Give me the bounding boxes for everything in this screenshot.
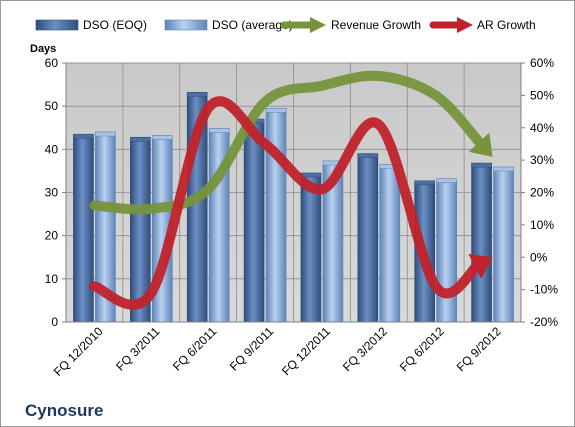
y-left-tick-label: 0 — [51, 315, 58, 329]
y-right-tick-label: 60% — [530, 56, 554, 70]
y-right-tick-label: 10% — [530, 218, 554, 232]
legend-label-dso-average: DSO (average) — [212, 18, 293, 32]
bar-top-dso-average — [436, 178, 457, 183]
bar-dso-average — [493, 166, 514, 323]
x-tick-label: FQ 12/2011 — [279, 324, 333, 378]
bar-top-dso-average — [208, 128, 230, 133]
bar-dso-eoq — [300, 172, 322, 323]
bar-top-dso-average — [152, 135, 173, 140]
y-left-axis-title: Days — [30, 43, 56, 55]
y-left-tick-label: 10 — [45, 272, 59, 286]
bar-dso-average — [379, 164, 401, 323]
y-right-tick-label: -20% — [530, 315, 558, 329]
arrowhead-ar-growth — [468, 253, 493, 279]
x-tick-label: FQ 3/2011 — [113, 324, 163, 374]
bar-dso-eoq — [357, 153, 379, 323]
y-left-tick-label: 60 — [45, 56, 59, 70]
legend-item-dso-average: DSO (average) — [164, 18, 293, 32]
bar-dso-eoq — [73, 133, 94, 323]
bar-top-dso-eoq — [130, 136, 151, 142]
bar-top-dso-eoq — [471, 162, 492, 168]
bar-top-dso-eoq — [73, 133, 94, 139]
bar-dso-eoq — [243, 118, 265, 323]
legend-item-revenue-growth: Revenue Growth — [280, 17, 421, 33]
y-left-tick-label: 30 — [45, 186, 59, 200]
legend-swatch-dso-average — [164, 19, 208, 31]
line-revenue-growth — [89, 70, 487, 215]
x-tick-label: FQ 3/2012 — [340, 324, 390, 374]
y-right-tick-label: -10% — [530, 283, 558, 297]
y-right-tick-label: 20% — [530, 186, 554, 200]
bar-top-dso-average — [493, 166, 514, 172]
x-tick-label: FQ 6/2012 — [397, 324, 447, 374]
line-ar-growth — [89, 96, 484, 310]
bar-dso-average — [265, 108, 287, 323]
legend-label-dso-eoq: DSO (EOQ) — [83, 18, 147, 32]
bar-top-dso-eoq — [186, 92, 208, 97]
legend-label-revenue-growth: Revenue Growth — [331, 18, 421, 32]
bar-top-dso-eoq — [414, 180, 435, 186]
x-tick-label: FQ 12/2010 — [51, 324, 106, 379]
legend-swatch-dso-eoq — [35, 19, 79, 31]
x-tick-label: FQ 6/2011 — [170, 324, 220, 374]
x-tick-label: FQ 9/2011 — [227, 324, 277, 374]
company-label: Cynosure — [25, 401, 103, 420]
y-right-tick-label: 30% — [530, 153, 554, 167]
y-left-tick-label: 50 — [45, 99, 59, 113]
bar-dso-eoq — [471, 162, 492, 323]
bar-top-dso-average — [265, 108, 287, 113]
bar-dso-average — [436, 178, 457, 323]
arrowhead-revenue-growth — [468, 132, 493, 157]
bar-top-dso-average — [95, 131, 116, 137]
y-right-tick-label: 50% — [530, 88, 554, 102]
legend-arrowhead-ar-growth — [457, 17, 473, 33]
legend-label-ar-growth: AR Growth — [477, 18, 536, 32]
y-left-tick-label: 40 — [45, 142, 59, 156]
legend-item-ar-growth: AR Growth — [429, 17, 536, 33]
legend: DSO (EOQ) DSO (average) Revenue Growth A… — [35, 17, 536, 33]
legend-item-dso-eoq: DSO (EOQ) — [35, 18, 147, 32]
y-right-tick-label: 40% — [530, 121, 554, 135]
y-right-tick-label: 0% — [530, 250, 548, 264]
legend-arrowhead-revenue-growth — [310, 17, 326, 33]
x-tick-label: FQ 9/2012 — [454, 324, 504, 374]
lines-group — [89, 70, 493, 310]
y-left-tick-label: 20 — [45, 229, 59, 243]
bar-top-dso-eoq — [357, 153, 379, 158]
